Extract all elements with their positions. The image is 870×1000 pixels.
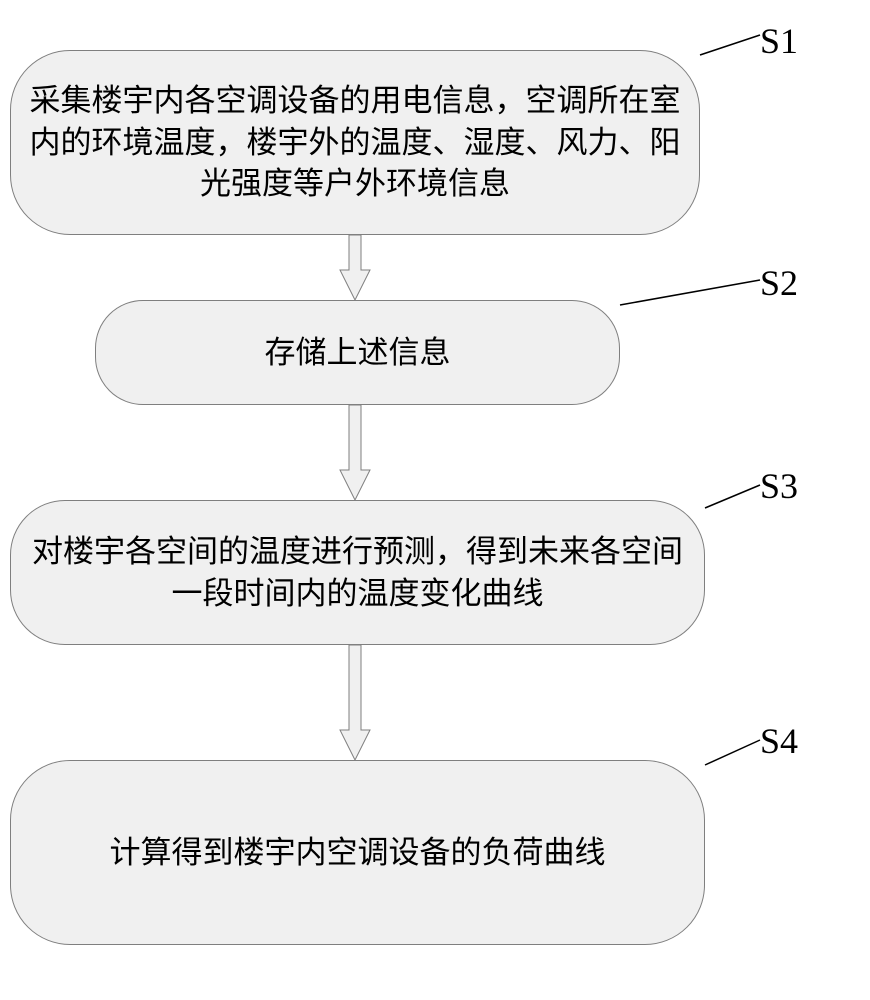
- flowchart-node-text: 采集楼宇内各空调设备的用电信息，空调所在室内的环境温度，楼宇外的温度、湿度、风力…: [11, 80, 699, 206]
- step-label-s2: S2: [760, 262, 798, 304]
- flowchart-node-s1: 采集楼宇内各空调设备的用电信息，空调所在室内的环境温度，楼宇外的温度、湿度、风力…: [10, 50, 700, 235]
- step-label-s4: S4: [760, 720, 798, 762]
- flowchart-node-s3: 对楼宇各空间的温度进行预测，得到未来各空间一段时间内的温度变化曲线: [10, 500, 705, 645]
- flowchart-node-text: 对楼宇各空间的温度进行预测，得到未来各空间一段时间内的温度变化曲线: [11, 531, 704, 615]
- flowchart-node-text: 计算得到楼宇内空调设备的负荷曲线: [11, 832, 704, 874]
- flowchart-node-text: 存储上述信息: [96, 332, 619, 374]
- step-label-s1: S1: [760, 20, 798, 62]
- step-label-s3: S3: [760, 465, 798, 507]
- flowchart-node-s2: 存储上述信息: [95, 300, 620, 405]
- flowchart-canvas: 采集楼宇内各空调设备的用电信息，空调所在室内的环境温度，楼宇外的温度、湿度、风力…: [0, 0, 870, 1000]
- flowchart-node-s4: 计算得到楼宇内空调设备的负荷曲线: [10, 760, 705, 945]
